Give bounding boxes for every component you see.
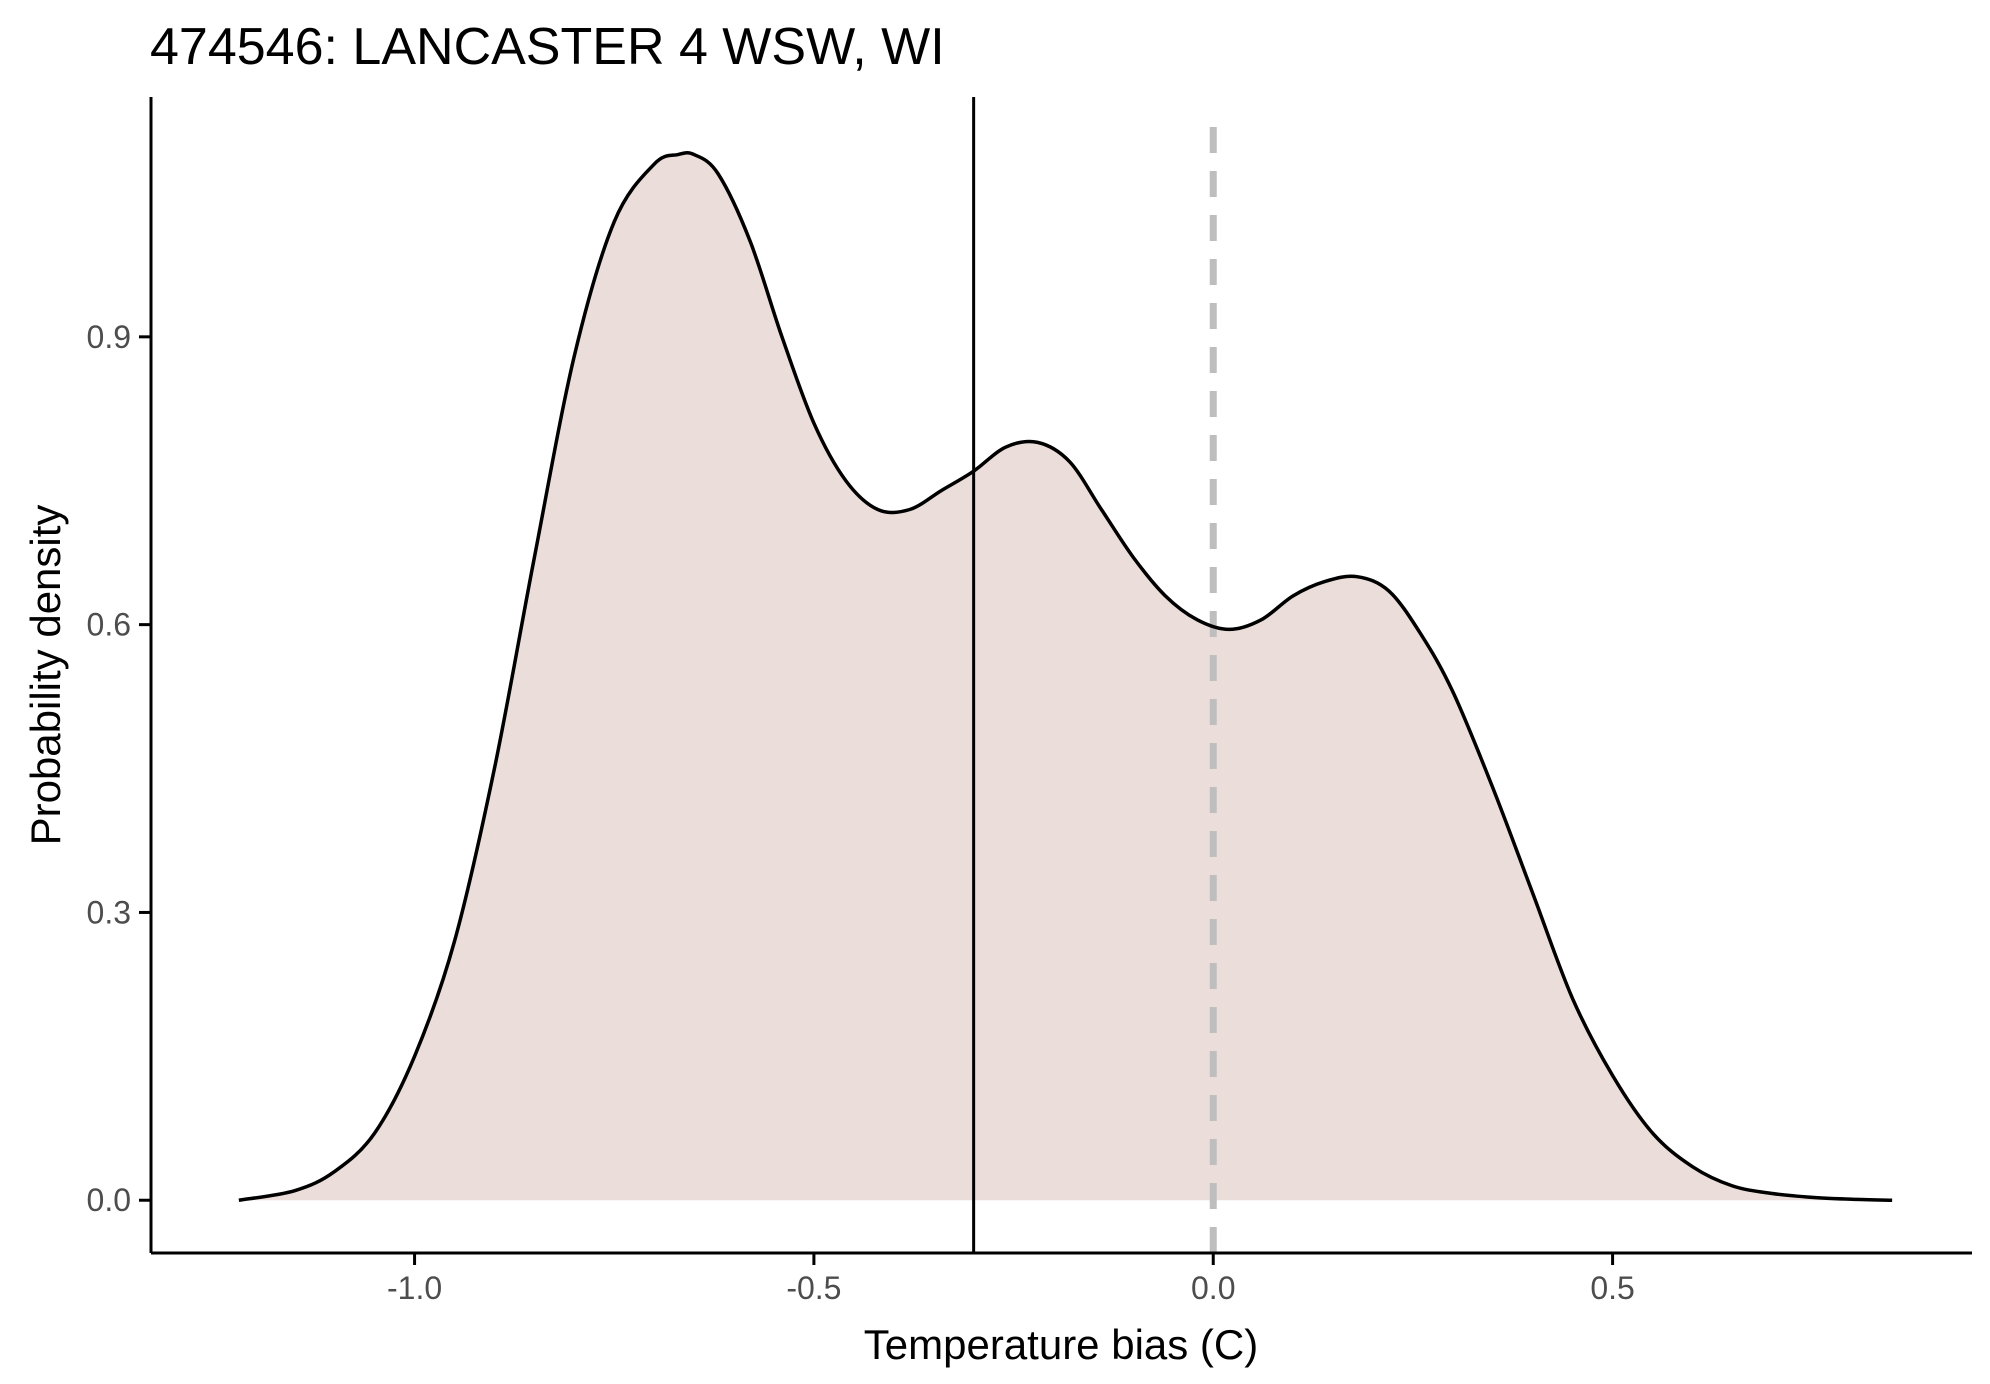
plot-area [238,97,1893,1253]
y-tick-label: 0.6 [87,607,131,643]
y-tick-label: 0.0 [87,1182,131,1218]
x-tick-label: 0.0 [1191,1270,1235,1306]
x-tick-label: -1.0 [387,1270,442,1306]
x-tick-label: 0.5 [1590,1270,1634,1306]
x-tick-label: -0.5 [786,1270,841,1306]
y-axis-label: Probability density [22,505,69,846]
y-axis-ticks: 0.0 0.3 0.6 0.9 [87,319,151,1218]
x-axis-label: Temperature bias (C) [864,1321,1258,1368]
y-tick-label: 0.3 [87,894,131,930]
axes [149,97,1972,1255]
chart-title: 474546: LANCASTER 4 WSW, WI [150,18,945,76]
x-axis-ticks: -1.0 -0.5 0.0 0.5 [387,1253,1635,1306]
y-tick-label: 0.9 [87,319,131,355]
density-line [238,150,1893,1202]
density-area [238,152,1893,1201]
